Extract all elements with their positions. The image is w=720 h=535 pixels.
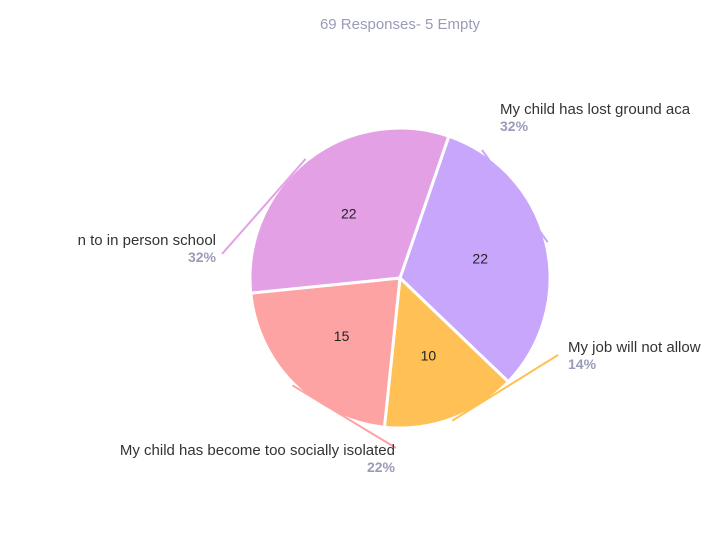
- leader-lines: [221, 149, 559, 449]
- slice-category-label: My child has lost ground aca: [500, 101, 691, 118]
- slice-percent-label: 14%: [568, 356, 597, 372]
- leader-line: [451, 354, 559, 422]
- leader-line: [481, 149, 549, 243]
- pie-slice: [398, 134, 552, 384]
- slice-percent-label: 32%: [188, 249, 217, 265]
- slice-percent-label: 32%: [500, 118, 529, 134]
- slice-value-label: 22: [472, 251, 488, 267]
- slice-category-label: My child has become too socially isolate…: [120, 442, 395, 459]
- slice-value-label: 22: [341, 205, 357, 221]
- slice-value-label: 10: [421, 348, 437, 364]
- slice-category-label: My job will not allow: [568, 339, 701, 356]
- chart-subtitle: 69 Responses- 5 Empty: [320, 16, 481, 33]
- pie-slice: [382, 274, 511, 430]
- pie-slice: [248, 126, 451, 295]
- pie-slices: [248, 126, 552, 430]
- leader-line: [291, 384, 397, 449]
- leader-line: [221, 158, 307, 255]
- pie-slice: [249, 276, 402, 429]
- slice-percent-label: 22%: [367, 459, 396, 475]
- slice-category-label: n to in person school: [78, 232, 216, 249]
- slice-value-label: 15: [334, 328, 350, 344]
